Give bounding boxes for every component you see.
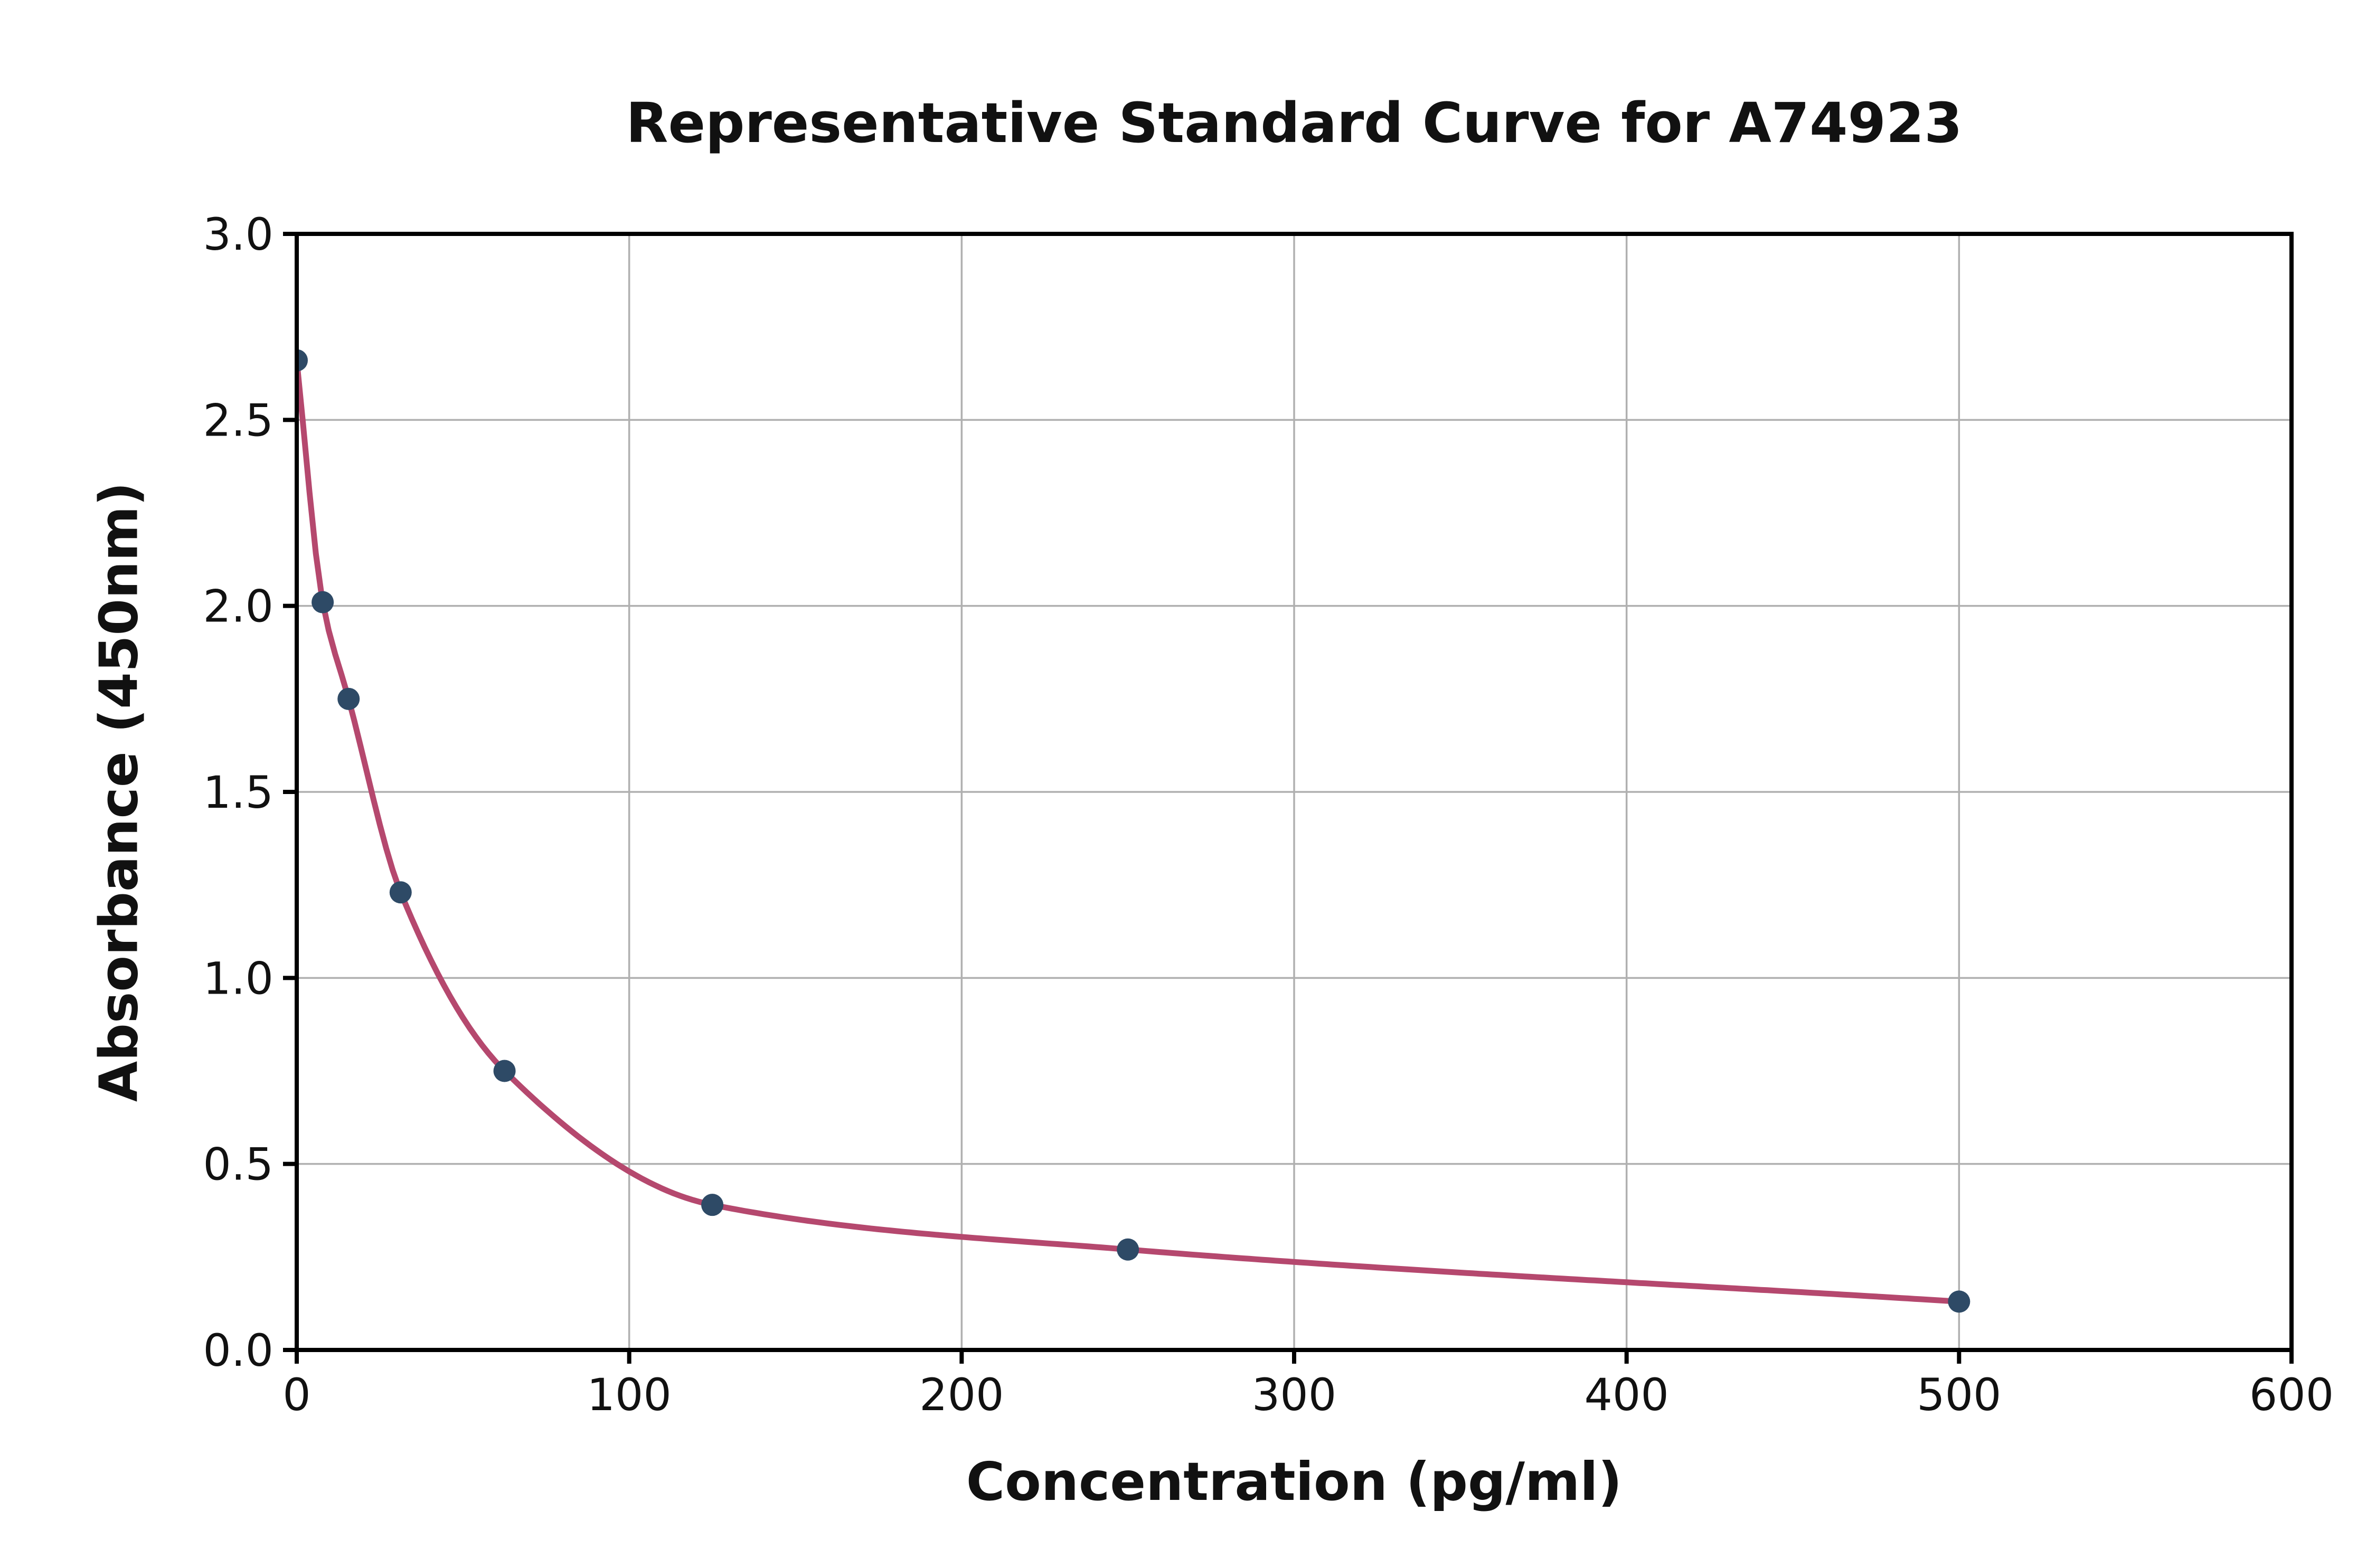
- y-tick-label: 2.0: [203, 581, 274, 632]
- y-tick-label: 3.0: [203, 209, 274, 260]
- data-point: [297, 349, 308, 372]
- y-tick-label: 1.5: [203, 767, 274, 818]
- x-tick-label: 400: [1584, 1369, 1668, 1421]
- y-tick-label: 0.0: [203, 1325, 274, 1376]
- data-point: [1948, 1290, 1970, 1313]
- y-tick-label: 0.5: [203, 1139, 274, 1191]
- data-points: [297, 349, 1970, 1313]
- x-axis-label: Concentration (pg/ml): [966, 1451, 1623, 1513]
- data-point: [493, 1060, 516, 1082]
- chart-title: Representative Standard Curve for A74923: [626, 91, 1963, 155]
- x-tick-label: 500: [1917, 1369, 2001, 1421]
- fit-curve: [297, 357, 1962, 1305]
- y-tick-label: 2.5: [203, 394, 274, 446]
- x-tick-label: 600: [2249, 1369, 2334, 1421]
- data-point: [312, 591, 334, 613]
- x-tick-label: 100: [587, 1369, 671, 1421]
- x-tick-label: 0: [282, 1369, 310, 1421]
- y-tick-label: 1.0: [203, 952, 274, 1004]
- data-point: [389, 881, 412, 904]
- x-tick-label: 300: [1252, 1369, 1336, 1421]
- data-point: [1117, 1238, 1139, 1261]
- data-point: [701, 1194, 724, 1216]
- data-point: [337, 687, 360, 710]
- x-tick-label: 200: [919, 1369, 1004, 1421]
